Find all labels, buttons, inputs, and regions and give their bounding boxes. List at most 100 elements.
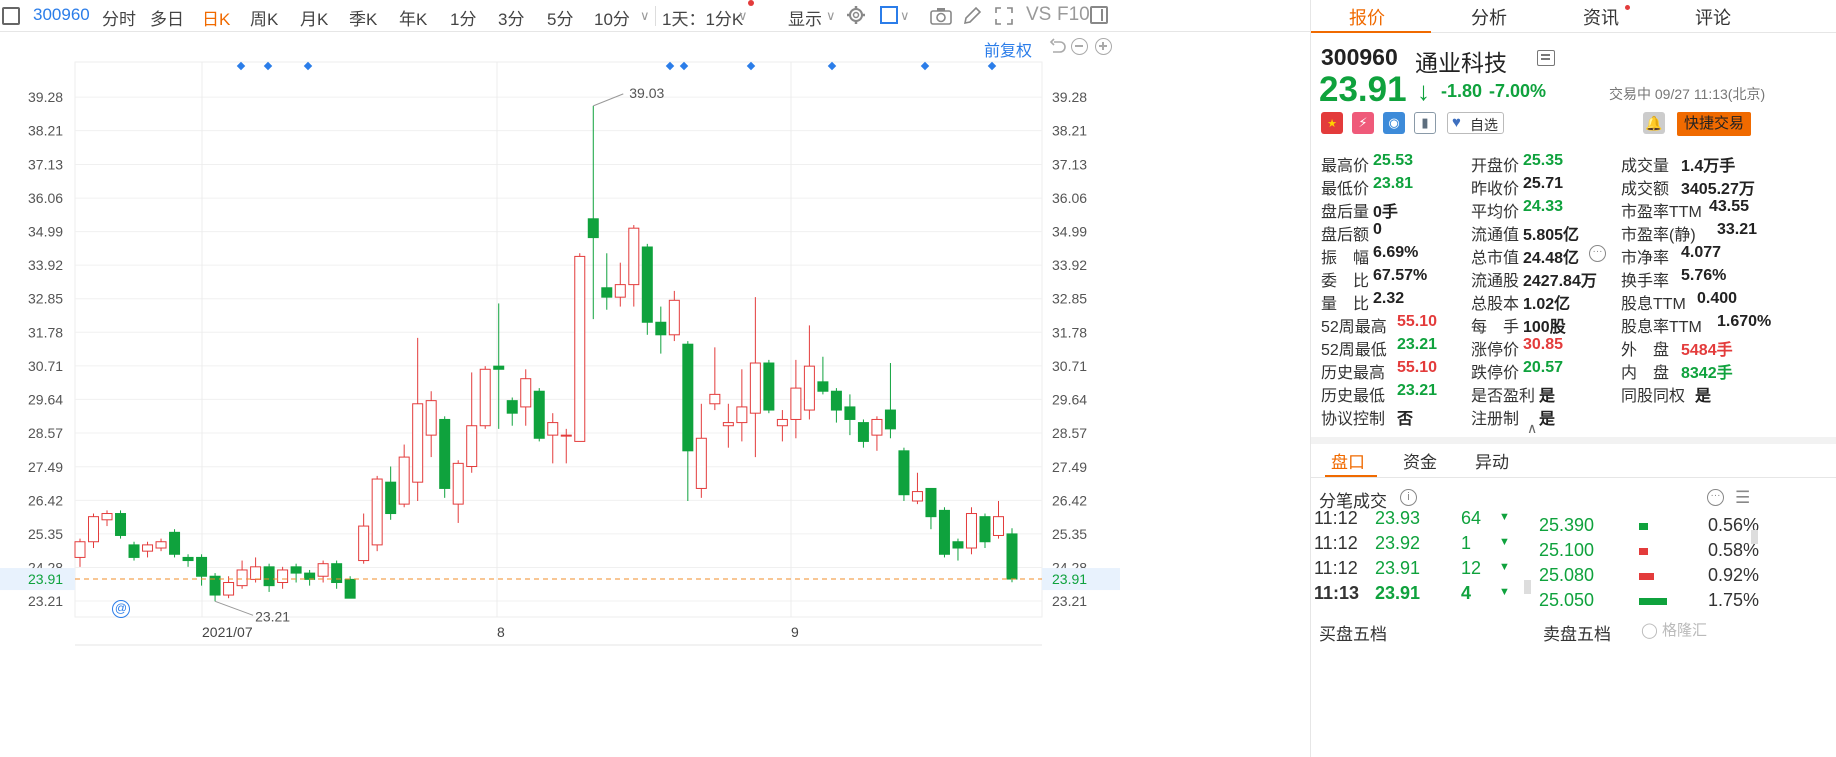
- fullscreen-icon[interactable]: [994, 6, 1014, 31]
- stat-label: 总市值: [1471, 250, 1520, 267]
- dist-scrollbar[interactable]: [1751, 530, 1758, 544]
- y-tick-right: 23.21: [1052, 593, 1087, 609]
- bookmark-icon[interactable]: ▮: [1414, 112, 1436, 134]
- stat-label: 昨收价: [1471, 181, 1520, 198]
- tab-daily-k[interactable]: 日K: [202, 10, 231, 29]
- tab-10min[interactable]: 10分: [594, 10, 630, 29]
- tick-time: 11:12: [1314, 533, 1358, 553]
- undo-icon[interactable]: [1049, 38, 1067, 61]
- stat-value: 4.077: [1681, 244, 1722, 261]
- tab-weekly-k[interactable]: 周K: [250, 10, 279, 29]
- tab-pankou[interactable]: 盘口: [1331, 453, 1365, 472]
- price-distribution: 25.390 0.56% 25.100 0.58% 25.080 0.92% 25.050 1…: [1539, 515, 1829, 610]
- tab-3min[interactable]: 3分: [498, 10, 525, 29]
- stat-label: 同股同权: [1621, 388, 1686, 405]
- add-watchlist-button[interactable]: ♥ 自选: [1447, 112, 1504, 134]
- panel-icon[interactable]: [2, 7, 20, 25]
- x-label: 9: [791, 624, 799, 640]
- tab-underline: [1311, 31, 1431, 33]
- stat-value: 23.81: [1373, 175, 1414, 192]
- more-dots-icon[interactable]: ···: [1589, 245, 1606, 262]
- stock-name: 通业科技: [1415, 50, 1507, 76]
- tab-multiday[interactable]: 多日: [150, 10, 184, 29]
- tab-news[interactable]: 资讯: [1583, 8, 1619, 28]
- candle-body: [911, 491, 923, 502]
- candle-body: [344, 578, 356, 599]
- current-price-tag-right: [1042, 568, 1120, 591]
- quick-trade-button[interactable]: 快捷交易: [1677, 112, 1751, 136]
- tab-1min[interactable]: 1分: [450, 10, 477, 29]
- tab-5min[interactable]: 5分: [547, 10, 574, 29]
- chevron-down-icon[interactable]: ∨: [826, 8, 836, 23]
- chevron-down-icon[interactable]: ∨: [640, 8, 650, 23]
- y-tick-left: 32.85: [28, 291, 63, 307]
- event-marker: [920, 61, 930, 71]
- gear-icon[interactable]: [846, 5, 866, 25]
- tab-yearly-k[interactable]: 年K: [399, 10, 428, 29]
- y-tick-left: 25.35: [28, 526, 63, 542]
- tab-movement[interactable]: 异动: [1475, 453, 1509, 472]
- pencil-icon[interactable]: [962, 6, 982, 31]
- candle-body: [88, 516, 100, 543]
- side-panel-icon[interactable]: [1090, 6, 1108, 24]
- candle-body: [155, 541, 167, 549]
- trade-status: 交易中 09/27 11:13(北京): [1609, 86, 1766, 102]
- ticks-scrollbar[interactable]: [1524, 580, 1531, 594]
- candle-body: [925, 487, 937, 518]
- tag-icon[interactable]: ◉: [1383, 112, 1405, 134]
- chart-at-icon[interactable]: @: [112, 600, 130, 618]
- stat-value: 5.76%: [1681, 267, 1727, 284]
- china-flag-icon: ★: [1321, 112, 1343, 134]
- bell-icon[interactable]: 🔔: [1643, 112, 1665, 134]
- stat-label: 流通值: [1471, 227, 1520, 244]
- tab-funds[interactable]: 资金: [1403, 453, 1437, 472]
- layout-icon[interactable]: [1537, 50, 1555, 66]
- stat-value: 30.85: [1523, 336, 1564, 353]
- tab-analysis[interactable]: 分析: [1471, 8, 1507, 28]
- tab-fenshi[interactable]: 分时: [102, 10, 136, 29]
- collapse-chevron-icon[interactable]: ∧: [1527, 420, 1538, 436]
- camera-icon[interactable]: [930, 7, 952, 30]
- candlestick-chart[interactable]: 39.28 39.28 38.21 38.21 37.13 37.13 36.06 36.06…: [0, 32, 1120, 757]
- y-tick-right: 39.28: [1052, 89, 1087, 105]
- zoom-in-icon[interactable]: [1095, 38, 1112, 55]
- low-annotation-line: [214, 600, 254, 616]
- tab-monthly-k[interactable]: 月K: [300, 10, 329, 29]
- candle-body: [965, 513, 977, 549]
- y-tick-left: 28.57: [28, 425, 63, 441]
- candle-body: [952, 541, 964, 549]
- down-arrow-icon: ↓: [1417, 76, 1430, 106]
- chevron-down-icon[interactable]: ∨: [738, 8, 748, 23]
- candle-body: [115, 513, 127, 536]
- lightning-icon[interactable]: ⚡: [1352, 112, 1374, 134]
- f10-button[interactable]: F10: [1057, 4, 1090, 25]
- tab-quarterly-k[interactable]: 季K: [349, 10, 378, 29]
- chevron-down-icon[interactable]: ∨: [900, 8, 910, 23]
- color-square-icon[interactable]: [880, 6, 898, 24]
- candle-body: [493, 365, 505, 370]
- notification-dot: [748, 0, 754, 6]
- zoom-out-icon[interactable]: [1071, 38, 1088, 55]
- more-dots-icon[interactable]: ···: [1707, 489, 1724, 506]
- tab-comments[interactable]: 评论: [1695, 8, 1731, 28]
- event-marker: [827, 61, 837, 71]
- display-menu[interactable]: 显示: [788, 10, 822, 29]
- stat-value: 55.10: [1397, 313, 1438, 330]
- info-icon[interactable]: i: [1400, 489, 1417, 506]
- dist-pct: 1.75%: [1707, 590, 1759, 610]
- candle-body: [736, 406, 748, 424]
- tab-quote[interactable]: 报价: [1349, 8, 1385, 28]
- candle-body: [776, 418, 788, 427]
- fq-toggle[interactable]: 前复权: [984, 43, 1033, 60]
- list-view-icon[interactable]: ☰: [1735, 488, 1751, 507]
- stat-value: 0手: [1373, 204, 1398, 221]
- stat-value: 1.02亿: [1523, 296, 1571, 313]
- stat-label: 平均价: [1471, 204, 1520, 221]
- range-select[interactable]: 1天：1分K: [662, 10, 744, 29]
- down-triangle-icon: ▼: [1499, 511, 1510, 523]
- stat-value: 0.400: [1697, 290, 1738, 307]
- candle-body: [223, 582, 235, 596]
- vs-button[interactable]: VS: [1026, 4, 1052, 25]
- stat-label: 52周最低: [1321, 342, 1387, 359]
- event-marker: [263, 61, 273, 71]
